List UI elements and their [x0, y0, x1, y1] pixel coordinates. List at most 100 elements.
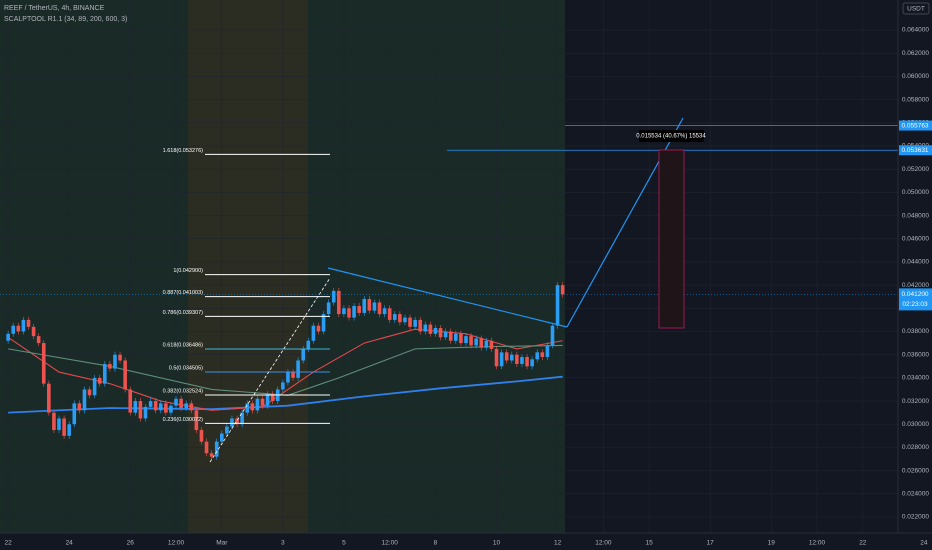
y-tick-label: 0.050000: [902, 189, 929, 196]
candle-body: [113, 354, 117, 369]
candle-body: [179, 398, 183, 409]
candle-body: [97, 377, 102, 384]
candle-body: [57, 418, 61, 431]
fib-anchor-line: [209, 277, 331, 463]
candle-body: [220, 433, 224, 442]
last-price-label: 0.041200: [901, 291, 928, 298]
x-tick-label: 24: [920, 540, 928, 547]
candle-body: [41, 343, 46, 384]
candle-body: [509, 354, 514, 361]
candle-body: [489, 340, 494, 349]
candle-body: [550, 325, 555, 346]
candle-body: [77, 403, 82, 411]
candle-body: [392, 314, 397, 320]
candle-body: [6, 333, 10, 341]
candle-body: [306, 340, 311, 349]
last-price-tag: [899, 288, 932, 311]
measure-label: 0.015534 (40.67%) 15534: [636, 134, 706, 140]
candle-body: [362, 299, 367, 313]
candle-body: [133, 401, 138, 413]
candle-body: [189, 403, 194, 411]
fib-label: 0.887(0.041003): [163, 290, 204, 296]
candle-body: [311, 325, 316, 341]
session-zone: [308, 0, 565, 533]
candle-body: [499, 352, 504, 367]
candle-body: [199, 430, 204, 442]
y-tick-label: 0.026000: [902, 467, 929, 474]
y-tick-label: 0.030000: [902, 421, 929, 428]
candle-body: [530, 359, 534, 367]
x-tick-label: 15: [646, 540, 654, 547]
candle-body: [433, 328, 438, 334]
candle-body: [413, 319, 417, 327]
fib-label: 0.786(0.039307): [163, 310, 204, 316]
candle-body: [255, 398, 260, 411]
candle-body: [153, 401, 158, 411]
symbol-title: REEF / TetherUS, 4h, BINANCE: [4, 5, 105, 12]
y-tick-label: 0.062000: [902, 50, 929, 57]
candle-body: [448, 331, 453, 341]
price-tag-label: 0.053631: [901, 147, 928, 154]
candle-body: [469, 336, 473, 346]
candle-body: [387, 308, 392, 320]
price-tag: [899, 120, 932, 131]
trend-line: [327, 267, 568, 328]
y-tick-label: 0.042000: [902, 282, 929, 289]
candle-body: [438, 328, 443, 338]
candle-body: [158, 403, 163, 411]
y-tick-label: 0.052000: [902, 166, 929, 173]
fib-label: 0.5(0.034505): [169, 365, 203, 371]
candle-body: [240, 412, 244, 425]
candle-body: [235, 418, 239, 425]
candle-body: [337, 290, 341, 315]
candle-body: [321, 314, 326, 332]
measure-box: [658, 149, 685, 329]
candle-body: [214, 441, 219, 457]
currency-button[interactable]: [902, 2, 930, 15]
candle-body: [47, 383, 51, 413]
candle-body: [62, 418, 66, 436]
candle-body: [16, 325, 21, 332]
candle-body: [169, 405, 173, 413]
candle-body: [281, 382, 285, 390]
candle-body: [372, 302, 377, 311]
candle-body: [174, 398, 178, 406]
candle-body: [148, 401, 153, 407]
x-tick-label: 3: [281, 540, 285, 547]
candle-body: [72, 403, 77, 425]
candle-body: [357, 305, 361, 313]
candle-body: [26, 319, 31, 327]
indicator-line: [8, 375, 563, 414]
y-tick-label: 0.046000: [902, 235, 929, 242]
y-tick-label: 0.060000: [902, 73, 929, 80]
candle-body: [102, 363, 107, 384]
x-tick-label: 8: [434, 540, 438, 547]
candle-body: [164, 403, 168, 413]
candle-body: [474, 338, 478, 346]
x-tick-label: 12:00: [382, 540, 399, 547]
x-tick-label: Mar: [216, 540, 228, 547]
candle-body: [520, 356, 524, 364]
candle-body: [230, 418, 234, 427]
x-tick-label: 22: [859, 540, 867, 547]
candle-body: [204, 441, 209, 454]
candle-body: [331, 290, 336, 303]
candle-body: [428, 324, 433, 334]
y-tick-label: 0.038000: [902, 328, 929, 335]
countdown-label: 02:23:03: [902, 301, 928, 308]
candle-body: [342, 308, 346, 315]
x-tick-label: 19: [768, 540, 776, 547]
y-tick-label: 0.058000: [902, 96, 929, 103]
fib-label: 0.236(0.030072): [163, 417, 204, 423]
candle-body: [555, 285, 560, 326]
candle-body: [92, 377, 97, 396]
candle-body: [464, 336, 468, 344]
currency-label[interactable]: USDT: [907, 6, 925, 13]
candle-body: [209, 453, 214, 457]
candle-body: [454, 333, 458, 341]
x-tick-label: 12:00: [168, 540, 185, 547]
candle-body: [260, 398, 265, 406]
candle-body: [52, 412, 56, 431]
measure-tooltip: [639, 130, 704, 142]
